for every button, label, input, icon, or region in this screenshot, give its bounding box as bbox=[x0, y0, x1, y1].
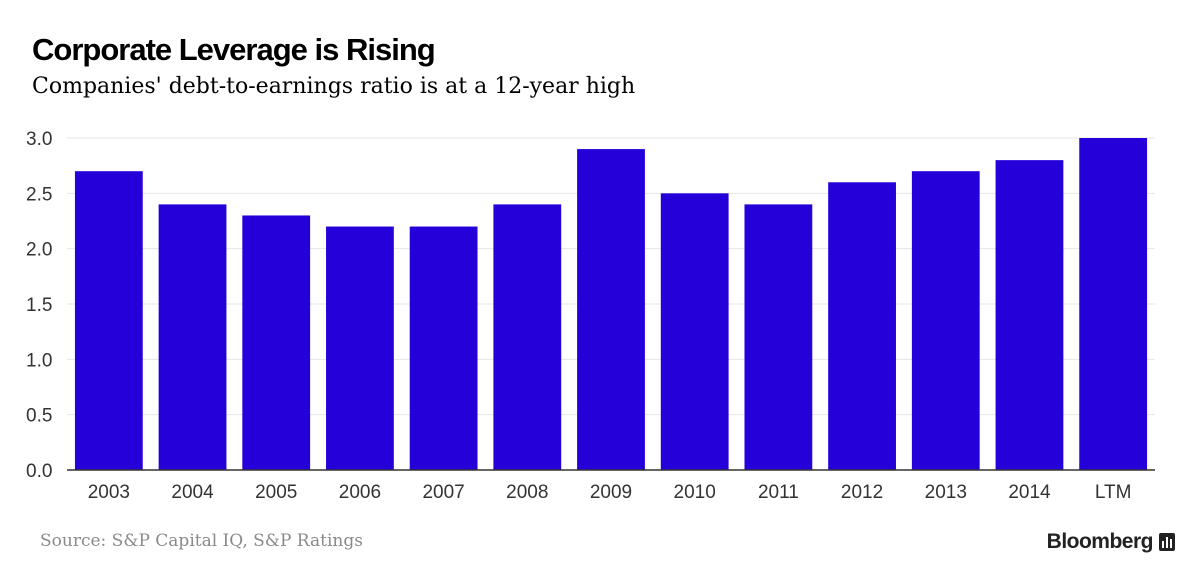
y-tick-label: 2.5 bbox=[26, 184, 52, 205]
bar-2014 bbox=[995, 160, 1064, 470]
brand-logo: Bloomberg bbox=[1047, 530, 1175, 554]
x-tick-label: 2011 bbox=[758, 482, 799, 503]
y-tick-label: 0.0 bbox=[26, 461, 52, 482]
x-tick-label: 2014 bbox=[1008, 482, 1051, 503]
axes: 0.0 0.5 1.0 1.5 2.0 2.5 3.0 2003 2004 2005 2006 200… bbox=[26, 129, 1155, 503]
x-tick-label: 2005 bbox=[255, 482, 297, 503]
y-tick-label: 2.0 bbox=[26, 240, 52, 261]
bar-2003 bbox=[74, 171, 143, 470]
x-tick-label: 2010 bbox=[674, 482, 716, 503]
x-tick-label: 2009 bbox=[590, 482, 632, 503]
y-tick-label: 3.0 bbox=[26, 129, 52, 150]
bar-2005 bbox=[242, 215, 311, 470]
bar-2004 bbox=[158, 204, 227, 470]
bloomberg-terminal-icon bbox=[1159, 533, 1175, 551]
x-tick-label: 2012 bbox=[841, 482, 883, 503]
x-tick-label: 2006 bbox=[339, 482, 381, 503]
y-tick-label: 0.5 bbox=[26, 406, 52, 427]
x-tick-label: 2004 bbox=[171, 482, 214, 503]
bar-ltm bbox=[1079, 138, 1148, 470]
x-tick-label: LTM bbox=[1095, 482, 1132, 503]
y-tick-label: 1.0 bbox=[26, 350, 52, 371]
source-note: Source: S&P Capital IQ, S&P Ratings bbox=[40, 531, 363, 551]
bars bbox=[74, 138, 1148, 471]
chart-title: Corporate Leverage is Rising bbox=[32, 32, 436, 67]
bar-2011 bbox=[744, 204, 813, 470]
bar-2008 bbox=[493, 204, 562, 470]
bar-2012 bbox=[828, 182, 896, 470]
brand-name: Bloomberg bbox=[1046, 530, 1154, 553]
y-tick-label: 1.5 bbox=[26, 295, 52, 316]
bar-2013 bbox=[911, 171, 980, 470]
bar-2007 bbox=[409, 226, 478, 470]
bar-2009 bbox=[577, 149, 645, 471]
bar-2010 bbox=[660, 193, 729, 471]
x-tick-label: 2007 bbox=[422, 482, 464, 503]
bar-2006 bbox=[326, 226, 394, 470]
x-tick-label: 2013 bbox=[925, 482, 967, 503]
chart-subtitle: Companies' debt-to-earnings ratio is at … bbox=[32, 74, 636, 99]
x-tick-label: 2003 bbox=[88, 482, 130, 503]
x-tick-label: 2008 bbox=[506, 482, 548, 503]
